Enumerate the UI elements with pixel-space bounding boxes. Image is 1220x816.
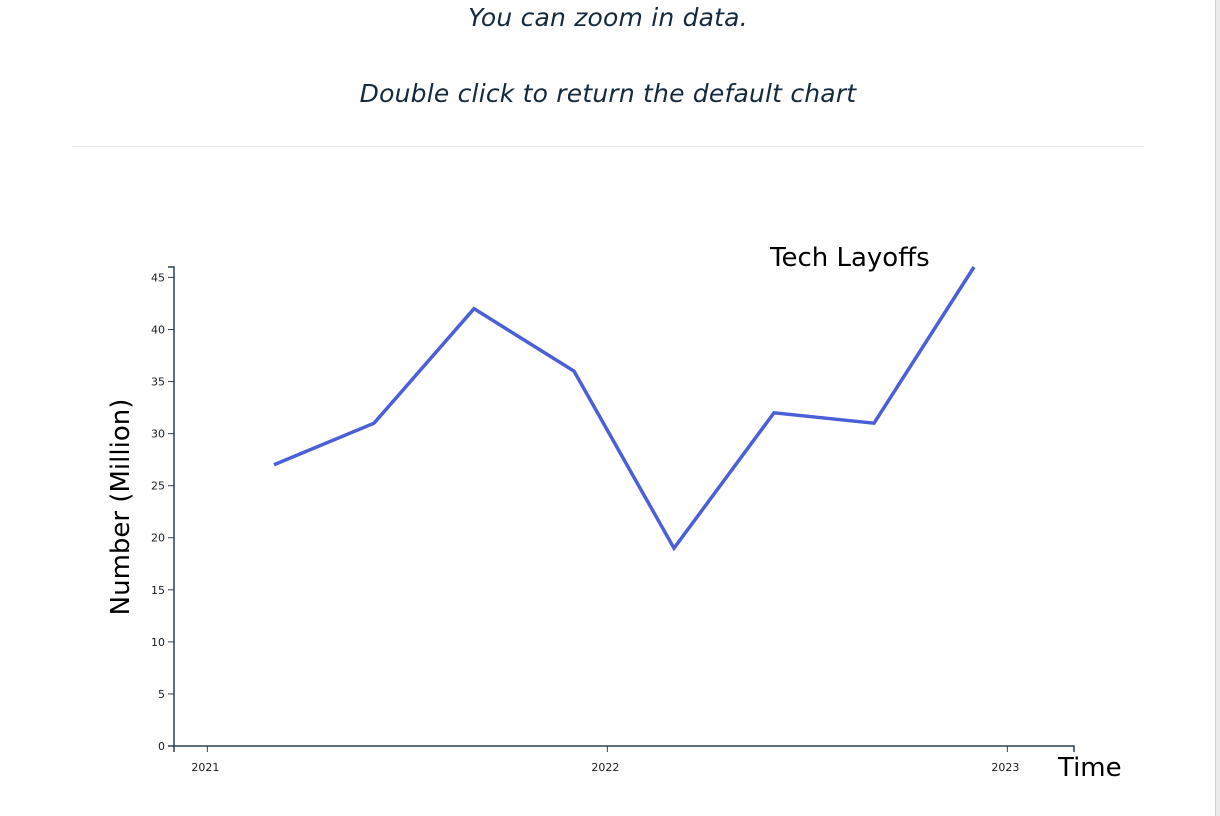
y-tick-label: 20 (151, 532, 165, 545)
y-tick-label: 5 (158, 688, 165, 701)
y-tick-label: 10 (151, 636, 165, 649)
plot-area[interactable] (273, 266, 976, 552)
x-axis-title: Time (1057, 753, 1122, 783)
y-axis-title: Number (Million) (106, 399, 136, 616)
series-line[interactable] (273, 266, 976, 552)
divider (72, 146, 1144, 147)
y-tick-label: 40 (151, 323, 165, 336)
x-tick-label: 2023 (991, 761, 1019, 774)
x-axis: 2021 2022 2023 (173, 745, 1075, 774)
y-axis: 0 5 10 15 20 25 30 35 40 45 (151, 266, 175, 753)
y-tick-label: 30 (151, 428, 165, 441)
x-tick-label: 2021 (191, 761, 219, 774)
zoom-instruction: You can zoom in data. (468, 3, 748, 32)
x-axis-line (173, 745, 1075, 752)
reset-instruction: Double click to return the default chart (359, 79, 857, 108)
y-tick-label: 0 (158, 740, 165, 753)
y-tick-label: 35 (151, 376, 165, 389)
y-tick-label: 25 (151, 480, 165, 493)
x-tick-label: 2022 (591, 761, 619, 774)
y-axis-line (168, 266, 175, 747)
y-tick-label: 15 (151, 584, 165, 597)
scrollbar[interactable] (1215, 0, 1220, 816)
y-tick-label: 45 (151, 271, 165, 284)
chart-title: Tech Layoffs (769, 243, 930, 273)
